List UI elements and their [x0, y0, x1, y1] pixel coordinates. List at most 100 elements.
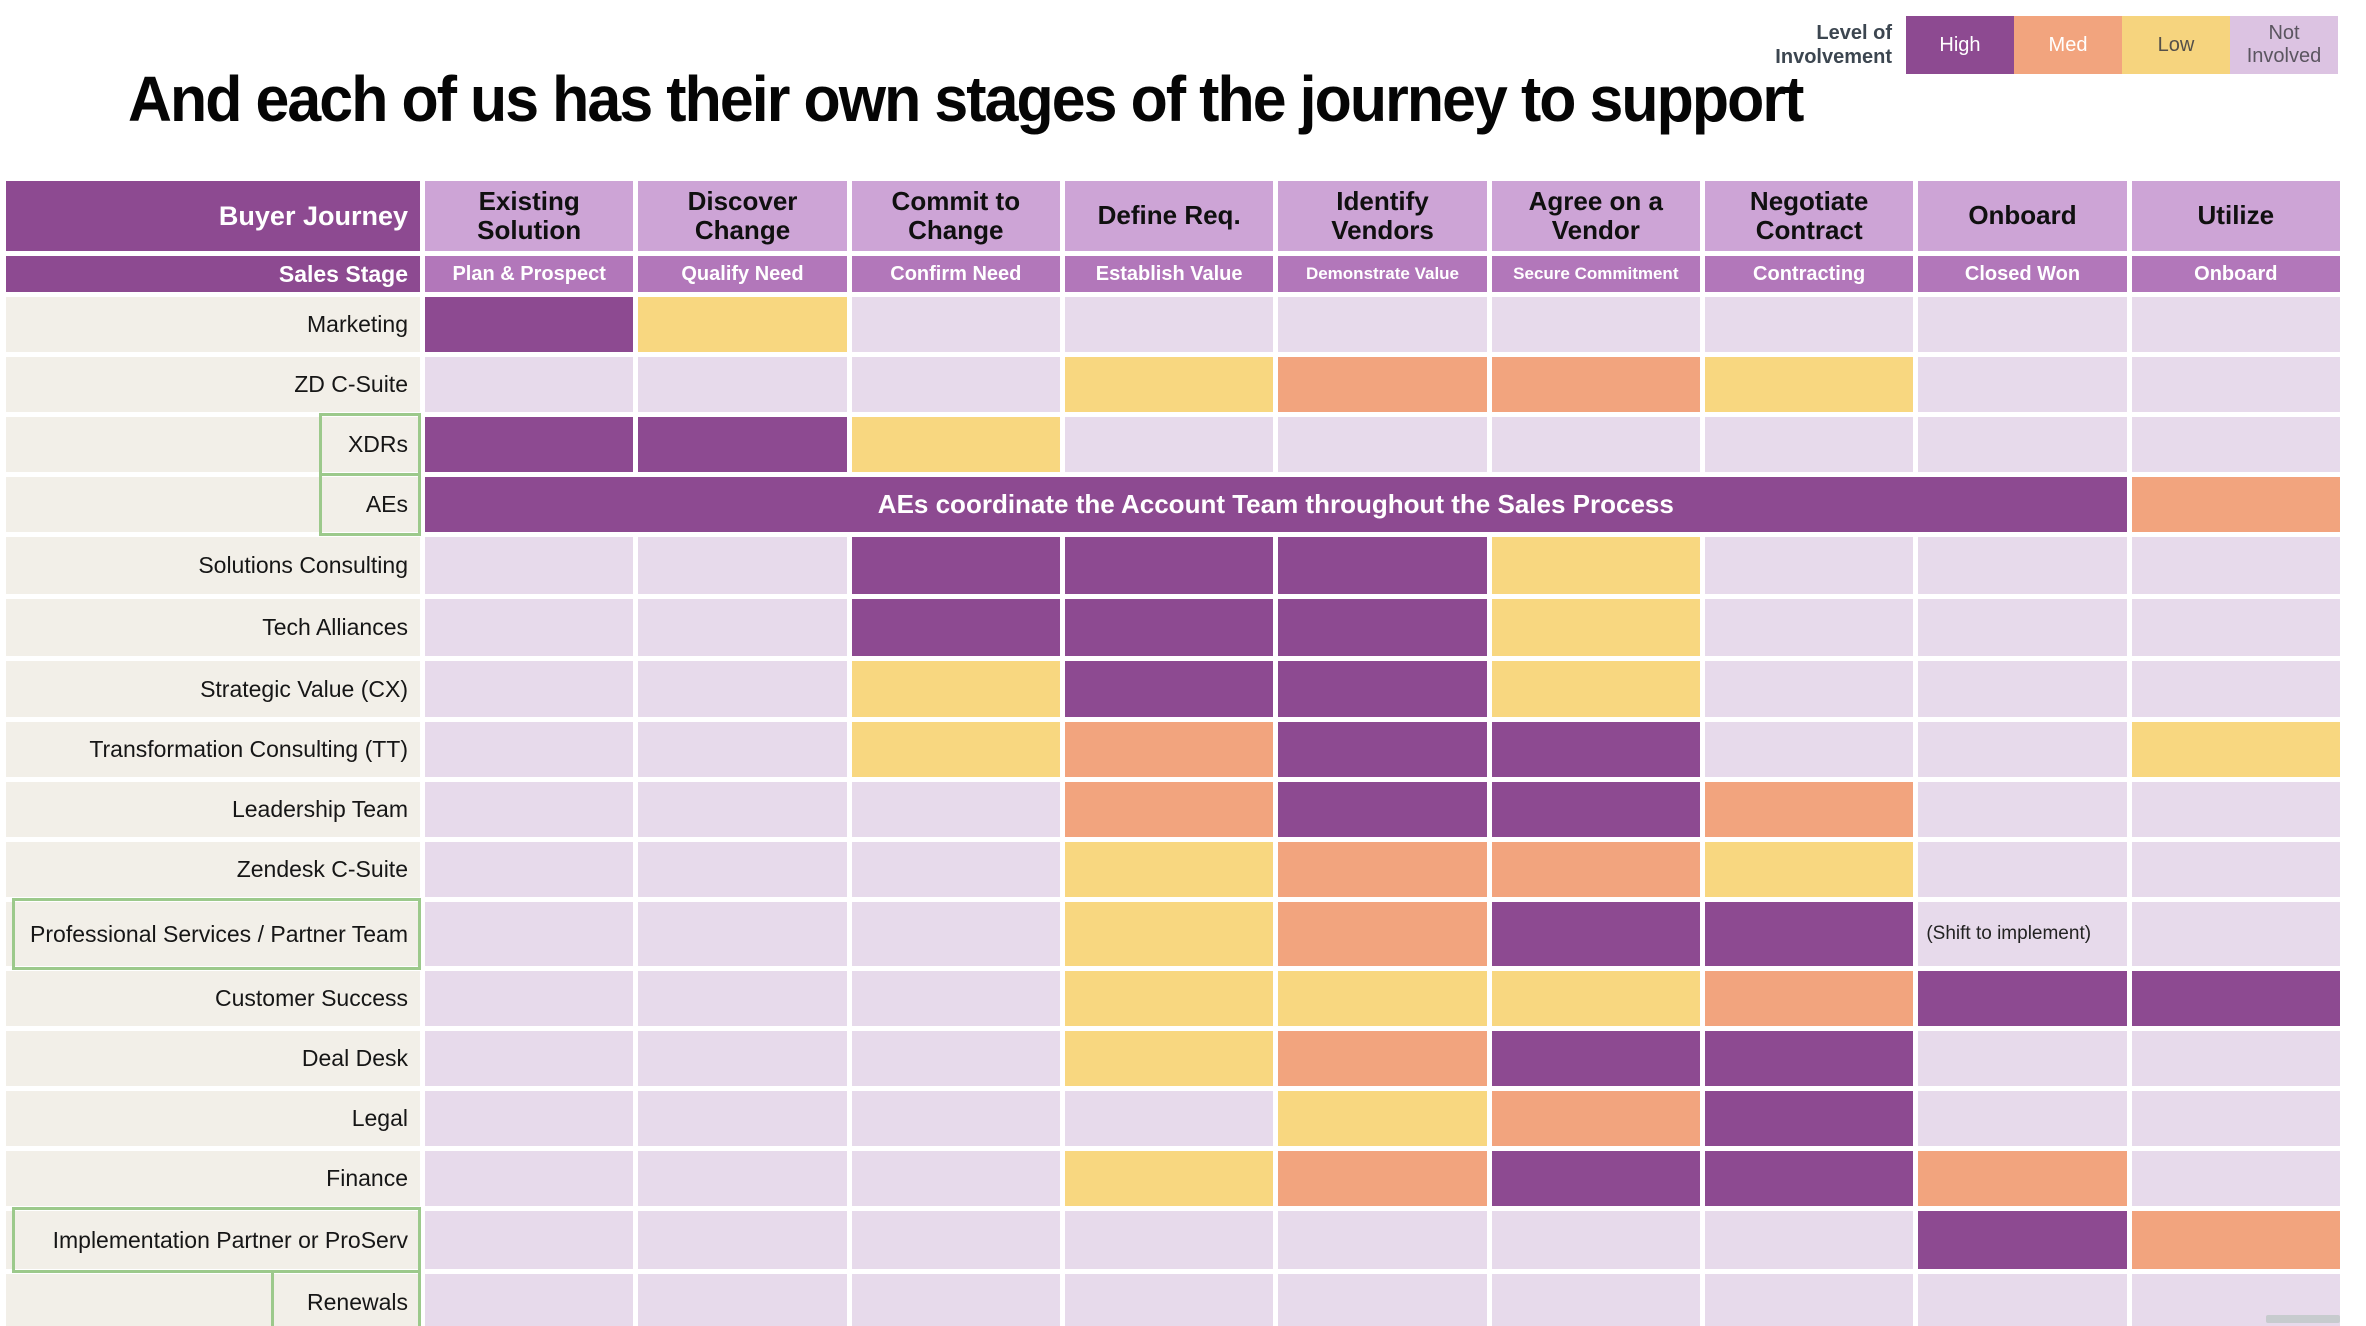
- matrix-cell-zd-c-suite-6: [1704, 357, 1914, 412]
- matrix-cell-solutions-consulting-4: [1278, 537, 1487, 594]
- matrix-cell-zendesk-c-suite-7: [1918, 842, 2127, 897]
- matrix-cell-zd-c-suite-4: [1278, 357, 1487, 412]
- matrix-cell-leadership-team-5: [1491, 782, 1700, 837]
- matrix-cell-xdrs-2: [851, 417, 1060, 472]
- matrix-cell-customer-success-1: [638, 971, 847, 1026]
- matrix-cell-zd-c-suite-1: [638, 357, 847, 412]
- matrix-cell-renewals-2: [851, 1274, 1060, 1326]
- matrix-cell-xdrs-0: [425, 417, 634, 472]
- matrix-cell-strategic-value-cx-6: [1704, 661, 1914, 717]
- matrix-cell-renewals-3: [1064, 1274, 1274, 1326]
- matrix-cell-xdrs-4: [1278, 417, 1487, 472]
- team-label-professional-services-partner-team: Professional Services / Partner Team: [6, 898, 421, 970]
- matrix-cell-xdrs-1: [638, 417, 847, 472]
- matrix-cell-customer-success-4: [1278, 971, 1487, 1026]
- team-label-text: ZD C-Suite: [294, 371, 408, 398]
- matrix-cell-customer-success-0: [425, 971, 634, 1026]
- matrix-cell-zd-c-suite-0: [425, 357, 634, 412]
- matrix-cell-professional-services-partner-team-4: [1278, 902, 1487, 966]
- matrix-cell-legal-5: [1491, 1091, 1700, 1146]
- matrix-cell-solutions-consulting-6: [1704, 537, 1914, 594]
- matrix-cell-finance-5: [1491, 1151, 1700, 1206]
- matrix-cell-tech-alliances-8: [2131, 599, 2340, 656]
- matrix-cell-leadership-team-1: [638, 782, 847, 837]
- journey-matrix: Buyer Journey Existing Solution Discover C…: [6, 181, 2340, 1326]
- legend: Level of Involvement High Med Low Not Invol…: [1752, 16, 2338, 74]
- matrix-cell-finance-1: [638, 1151, 847, 1206]
- matrix-cell-marketing-5: [1491, 297, 1700, 352]
- matrix-cell-legal-2: [851, 1091, 1060, 1146]
- matrix-cell-leadership-team-3: [1064, 782, 1274, 837]
- highlight-box-renewals: [271, 1270, 421, 1326]
- journey-header-discover-change: Discover Change: [638, 181, 847, 251]
- matrix-cell-transformation-consulting-tt-4: [1278, 722, 1487, 777]
- matrix-cell-tech-alliances-5: [1491, 599, 1700, 656]
- matrix-cell-transformation-consulting-tt-2: [851, 722, 1060, 777]
- matrix-cell-legal-7: [1918, 1091, 2127, 1146]
- matrix-cell-professional-services-partner-team-1: [638, 902, 847, 966]
- team-label-renewals: Renewals: [6, 1270, 421, 1326]
- matrix-cell-marketing-4: [1278, 297, 1487, 352]
- matrix-cell-renewals-1: [638, 1274, 847, 1326]
- matrix-cell-zd-c-suite-3: [1064, 357, 1274, 412]
- sales-stage-header-contracting: Contracting: [1704, 256, 1914, 292]
- matrix-cell-finance-0: [425, 1151, 634, 1206]
- team-label-finance: Finance: [6, 1151, 420, 1206]
- matrix-cell-marketing-1: [638, 297, 847, 352]
- team-label-text: AEs: [365, 491, 408, 518]
- matrix-cell-strategic-value-cx-1: [638, 661, 847, 717]
- matrix-cell-marketing-0: [425, 297, 634, 352]
- matrix-cell-finance-2: [851, 1151, 1060, 1206]
- matrix-cell-professional-services-partner-team-7: (Shift to implement): [1918, 902, 2127, 966]
- matrix-cell-leadership-team-7: [1918, 782, 2127, 837]
- legend-swatch-not-involved: Not Involved: [2230, 16, 2338, 74]
- team-label-text: Renewals: [307, 1288, 408, 1315]
- matrix-cell-tech-alliances-2: [851, 599, 1060, 656]
- matrix-cell-zendesk-c-suite-3: [1064, 842, 1274, 897]
- matrix-cell-professional-services-partner-team-5: [1491, 902, 1700, 966]
- team-label-text: Deal Desk: [301, 1045, 408, 1072]
- horizontal-scrollbar[interactable]: [2266, 1315, 2340, 1323]
- highlight-box-aes: [319, 473, 421, 536]
- matrix-cell-xdrs-3: [1064, 417, 1274, 472]
- matrix-cell-renewals-6: [1704, 1274, 1914, 1326]
- journey-header-identify-vendors: Identify Vendors: [1278, 181, 1487, 251]
- matrix-cell-legal-1: [638, 1091, 847, 1146]
- matrix-cell-professional-services-partner-team-6: [1704, 902, 1914, 966]
- matrix-cell-deal-desk-5: [1491, 1031, 1700, 1086]
- matrix-cell-strategic-value-cx-7: [1918, 661, 2127, 717]
- matrix-cell-leadership-team-8: [2131, 782, 2340, 837]
- matrix-cell-zendesk-c-suite-5: [1491, 842, 1700, 897]
- matrix-cell-renewals-0: [425, 1274, 634, 1326]
- matrix-cell-zd-c-suite-5: [1491, 357, 1700, 412]
- matrix-cell-finance-7: [1918, 1151, 2127, 1206]
- matrix-cell-transformation-consulting-tt-1: [638, 722, 847, 777]
- matrix-cell-solutions-consulting-3: [1064, 537, 1274, 594]
- sales-stage-header-secure-commitment: Secure Commitment: [1491, 256, 1700, 292]
- team-label-transformation-consulting-tt: Transformation Consulting (TT): [6, 722, 420, 777]
- matrix-cell-finance-4: [1278, 1151, 1487, 1206]
- matrix-cell-deal-desk-1: [638, 1031, 847, 1086]
- matrix-cell-transformation-consulting-tt-5: [1491, 722, 1700, 777]
- matrix-cell-solutions-consulting-2: [851, 537, 1060, 594]
- matrix-cell-customer-success-6: [1704, 971, 1914, 1026]
- matrix-cell-professional-services-partner-team-8: [2131, 902, 2340, 966]
- sales-stage-header-establish-value: Establish Value: [1064, 256, 1274, 292]
- matrix-cell-transformation-consulting-tt-7: [1918, 722, 2127, 777]
- matrix-cell-marketing-2: [851, 297, 1060, 352]
- matrix-cell-customer-success-8: [2131, 971, 2340, 1026]
- team-label-text: Legal: [351, 1105, 408, 1132]
- team-label-tech-alliances: Tech Alliances: [6, 599, 420, 656]
- team-label-text: Strategic Value (CX): [200, 675, 408, 702]
- matrix-cell-solutions-consulting-8: [2131, 537, 2340, 594]
- matrix-cell-marketing-6: [1704, 297, 1914, 352]
- matrix-cell-legal-8: [2131, 1091, 2340, 1146]
- matrix-cell-finance-3: [1064, 1151, 1274, 1206]
- matrix-cell-strategic-value-cx-0: [425, 661, 634, 717]
- matrix-cell-implementation-partner-or-proserv-6: [1704, 1211, 1914, 1269]
- team-label-solutions-consulting: Solutions Consulting: [6, 537, 420, 594]
- team-label-text: Leadership Team: [231, 796, 408, 823]
- matrix-cell-zd-c-suite-8: [2131, 357, 2340, 412]
- page-title: And each of us has their own stages of t…: [128, 63, 1804, 135]
